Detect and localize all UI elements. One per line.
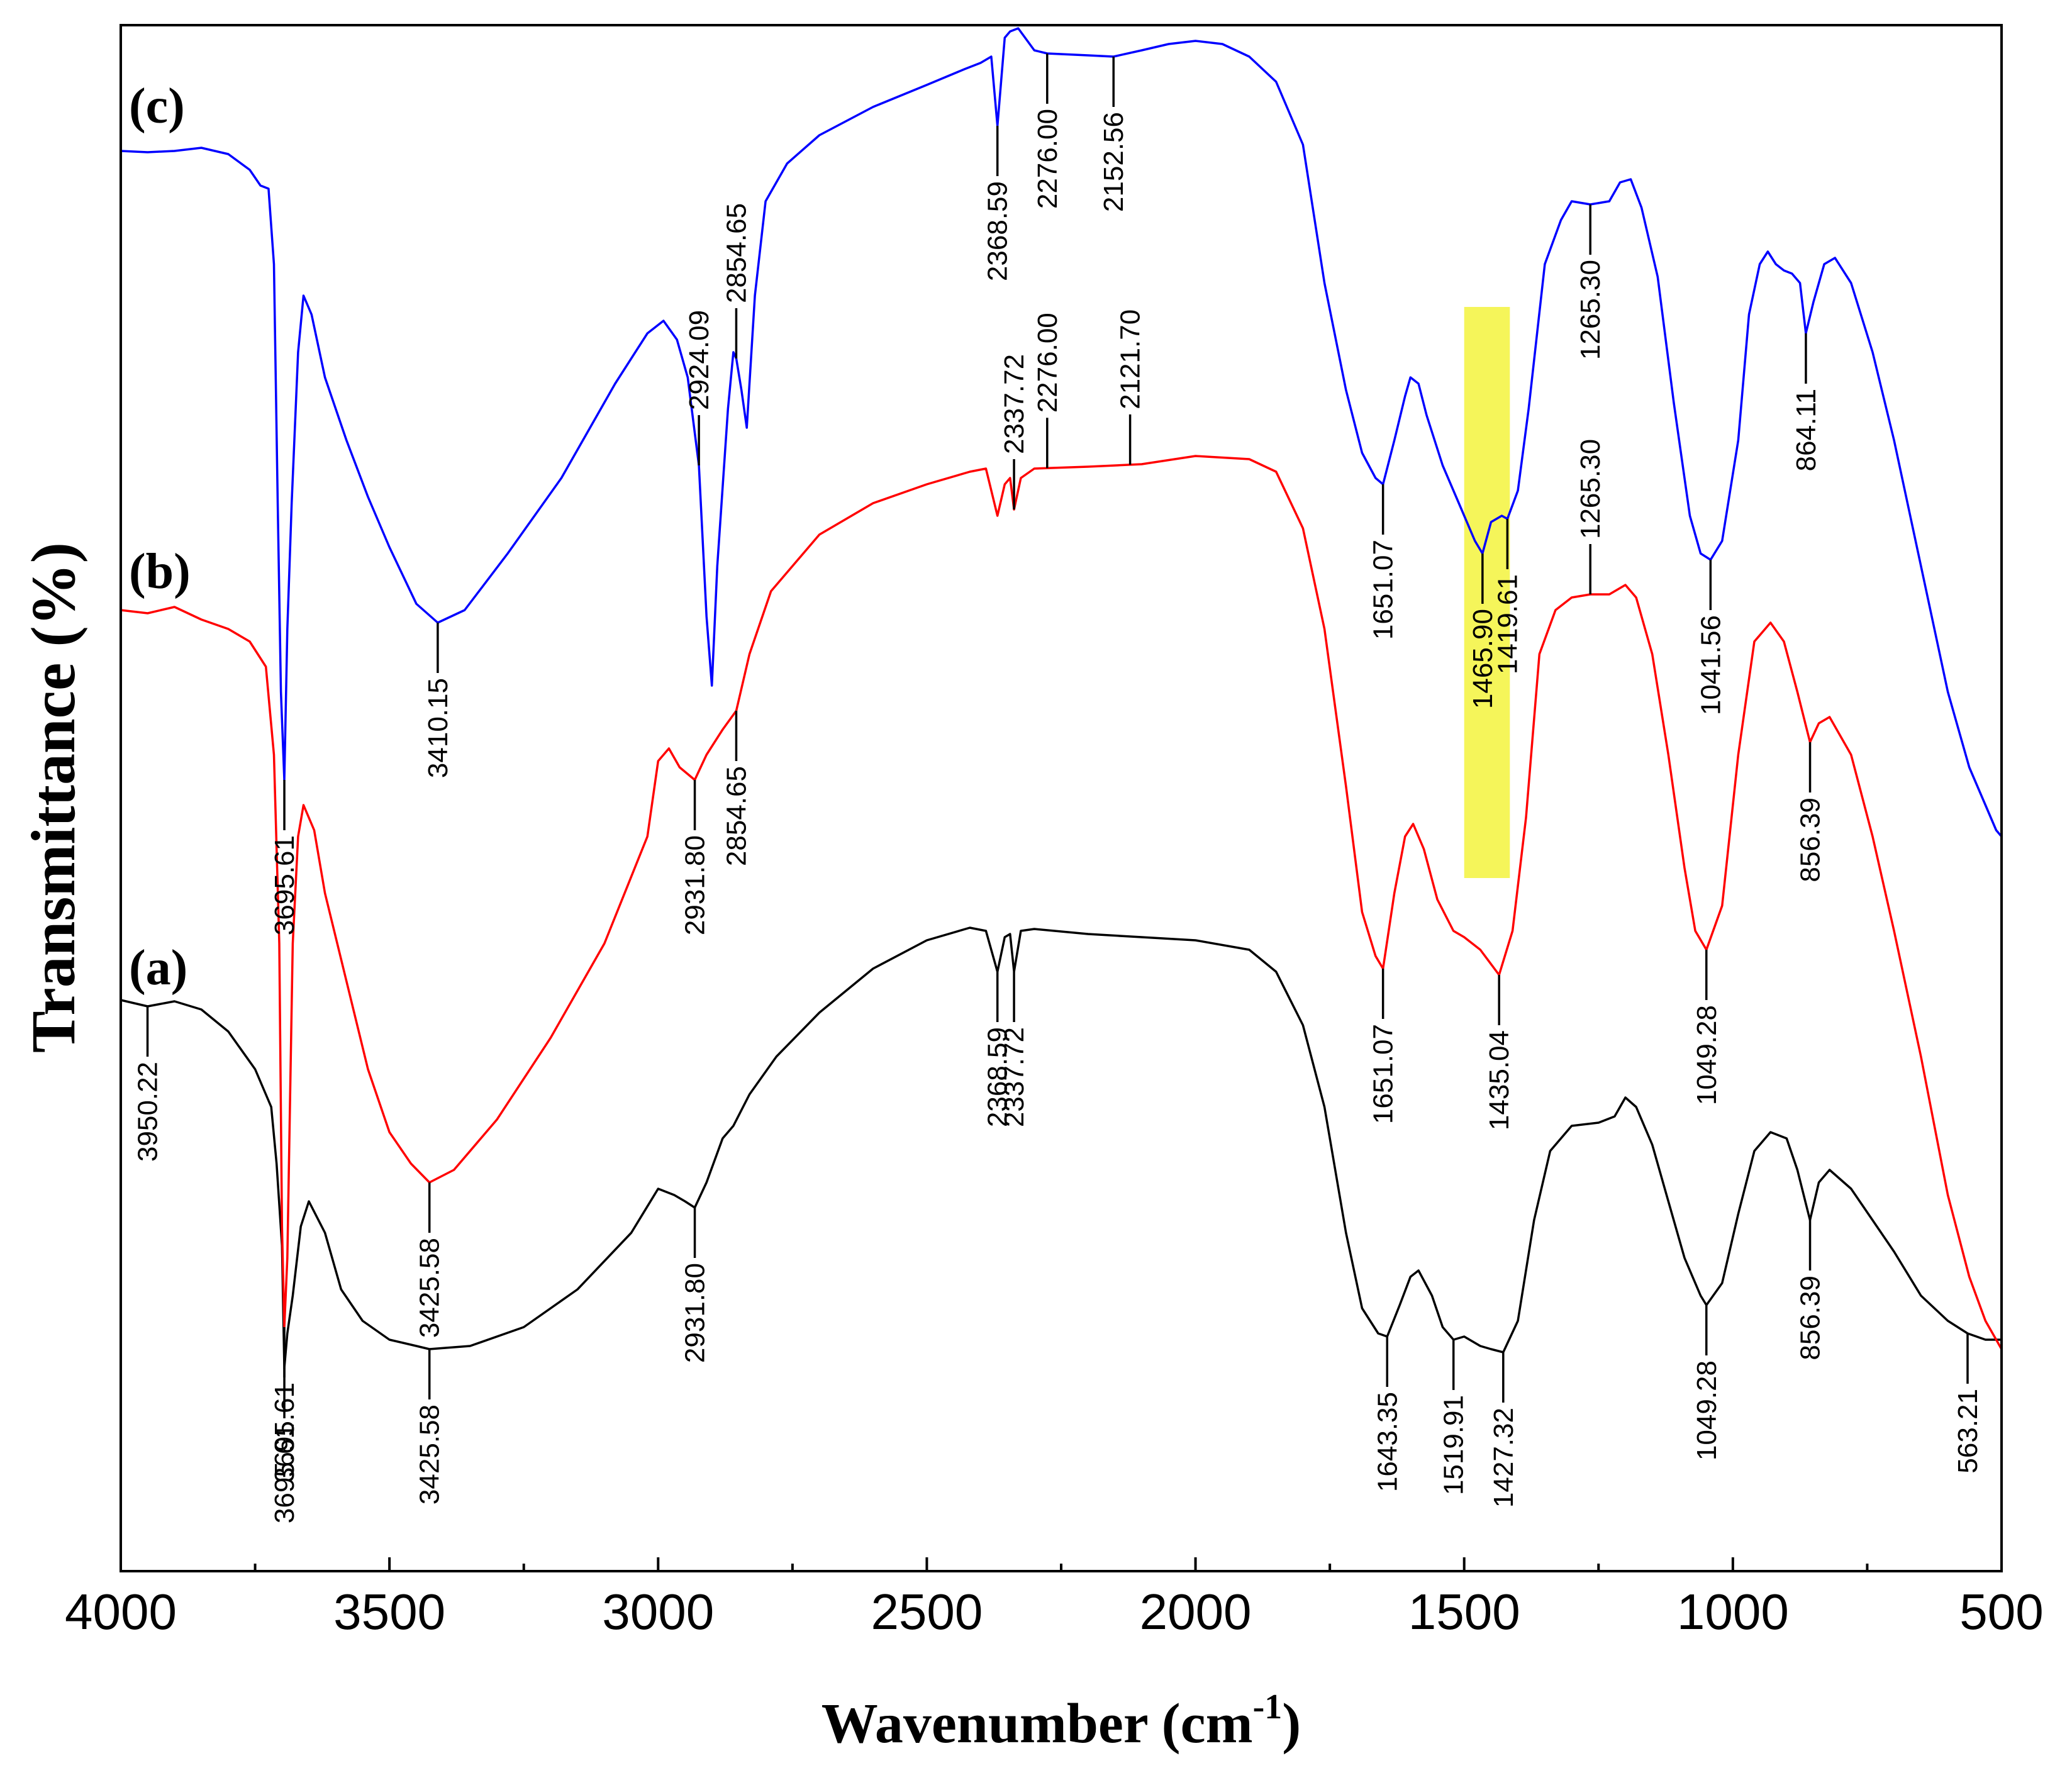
x-axis-ticks: 4000 3500 3000 2500 2000 1500 1000 500 (65, 1557, 2044, 1640)
peak-label-c-1651-07: 1651.07 (1368, 540, 1399, 640)
peak-label-c-1265-30: 1265.30 (1575, 260, 1606, 360)
peak-label-a-3950-22: 3950.22 (133, 1062, 164, 1162)
x-axis-title: Wavenumber (cm-1) (822, 1688, 1301, 1755)
x-tick-label-3000: 3000 (602, 1584, 714, 1640)
peak-label-c-2276-00: 2276.00 (1032, 109, 1063, 209)
peak-label-c-3695-61: 3695.61 (269, 835, 300, 935)
peak-label-b-1265-30: 1265.30 (1575, 439, 1606, 539)
peak-label-b-1049-28: 1049.28 (1691, 1005, 1722, 1105)
x-tick-label-2500: 2500 (871, 1584, 983, 1640)
x-tick-label-3500: 3500 (333, 1584, 445, 1640)
peak-label-c-2854-65: 2854.65 (721, 203, 752, 303)
peak-label-a-2368-59: 2368.59 (983, 1027, 1013, 1127)
curve-labels: (a) (b) (c) (129, 79, 191, 996)
peak-label-c-864-11: 864.11 (1791, 389, 1822, 471)
peak-label-c-1419-61: 1419.61 (1492, 574, 1523, 674)
peak-label-a-563-21: 563.21 (1952, 1389, 1983, 1474)
curve-label-b: (b) (129, 544, 191, 599)
x-tick-label-500: 500 (1959, 1584, 2043, 1640)
series-line-a (120, 926, 2003, 1369)
x-tick-label-1000: 1000 (1677, 1584, 1789, 1640)
x-tick-label-2000: 2000 (1140, 1584, 1252, 1640)
peak-label-c-2924-09: 2924.09 (684, 310, 715, 410)
peak-label-b-2276-00: 2276.00 (1032, 313, 1063, 413)
x-tick-label-1500: 1500 (1408, 1584, 1520, 1640)
peak-label-a-856-39: 856.39 (1795, 1276, 1826, 1360)
peak-label-b-3695-61: 3695.61 (269, 1382, 300, 1482)
peak-label-c-2152-56: 2152.56 (1098, 112, 1129, 212)
peak-label-b-1435-04: 1435.04 (1484, 1030, 1515, 1130)
peak-label-b-2854-65: 2854.65 (721, 766, 752, 866)
peak-label-c-2368-59: 2368.59 (983, 181, 1013, 281)
peak-label-a-1427-32: 1427.32 (1488, 1408, 1519, 1508)
peak-label-a-1519-91: 1519.91 (1439, 1395, 1469, 1495)
peak-label-c-1465-90: 1465.90 (1468, 609, 1498, 709)
y-axis-title: Transmittance (%) (18, 542, 88, 1053)
curve-label-c: (c) (129, 79, 185, 134)
peak-label-c-1041-56: 1041.56 (1695, 615, 1726, 715)
highlight-band (1464, 307, 1510, 878)
peak-label-a-1643-35: 1643.35 (1372, 1392, 1403, 1492)
peak-label-a-3425-58: 3425.58 (415, 1404, 445, 1504)
peak-label-b-856-39: 856.39 (1795, 798, 1826, 882)
curve-label-a: (a) (129, 940, 187, 996)
series-line-b (120, 455, 2003, 1350)
peak-label-a-3695-61: 3695.61 (269, 1423, 300, 1523)
peak-label-b-3425-58: 3425.58 (415, 1238, 445, 1338)
series-layer (120, 27, 2003, 1369)
peak-label-c-3410-15: 3410.15 (423, 678, 454, 778)
x-axis-title-superscript: -1 (1253, 1688, 1283, 1727)
x-axis-title-close: ) (1282, 1693, 1301, 1755)
x-tick-label-4000: 4000 (65, 1584, 177, 1640)
peak-label-b-2337-72: 2337.72 (999, 354, 1030, 454)
series-line-c (120, 27, 2003, 838)
peak-label-b-2121-70: 2121.70 (1115, 309, 1146, 409)
x-axis-title-main: Wavenumber (cm (822, 1693, 1253, 1755)
peak-label-a-2931-80: 2931.80 (680, 1263, 711, 1363)
peak-label-b-2931-80: 2931.80 (680, 835, 711, 935)
peak-label-a-1049-28: 1049.28 (1691, 1360, 1722, 1460)
peak-label-b-1651-07: 1651.07 (1368, 1024, 1399, 1124)
peak-label-a-2337-72: 2337.72 (999, 1027, 1030, 1127)
highlight-layer (1464, 307, 1510, 878)
